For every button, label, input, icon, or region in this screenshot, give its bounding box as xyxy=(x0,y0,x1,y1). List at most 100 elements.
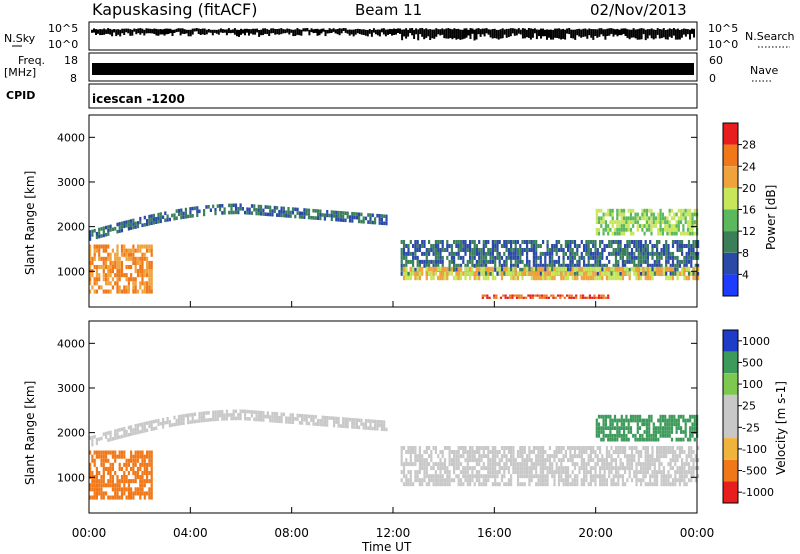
heatmap-cell xyxy=(623,422,626,427)
heatmap-cell xyxy=(120,269,124,274)
heatmap-cell xyxy=(487,462,490,467)
nsky-bar xyxy=(670,29,673,38)
heatmap-cell xyxy=(625,426,628,430)
heatmap-cell xyxy=(623,426,626,430)
heatmap-cell xyxy=(303,215,306,219)
heatmap-cell xyxy=(607,294,610,297)
heatmap-cell xyxy=(378,420,381,424)
heatmap-cell xyxy=(671,454,675,459)
heatmap-cell xyxy=(687,244,691,248)
heatmap-cell xyxy=(132,428,135,432)
heatmap-cell xyxy=(430,259,433,264)
heatmap-cell xyxy=(548,259,551,264)
nsky-bar xyxy=(606,28,609,36)
heatmap-cell xyxy=(653,482,656,487)
heatmap-cell xyxy=(650,212,653,217)
heatmap-cell xyxy=(694,466,697,471)
heatmap-cell xyxy=(374,423,377,427)
heatmap-cell xyxy=(416,474,419,479)
heatmap-cell xyxy=(402,446,406,450)
heatmap-cell xyxy=(630,255,634,260)
heatmap-cell xyxy=(595,231,598,236)
heatmap-cell xyxy=(150,487,153,492)
heatmap-cell xyxy=(692,266,695,272)
heatmap-cell xyxy=(609,414,612,419)
heatmap-cell xyxy=(457,248,460,252)
nsky-bar xyxy=(225,29,228,36)
heatmap-cell xyxy=(649,454,652,459)
heatmap-cell xyxy=(519,267,522,272)
heatmap-cell xyxy=(680,208,683,213)
heatmap-cell xyxy=(150,462,153,467)
heatmap-cell xyxy=(196,206,199,210)
heatmap-cell xyxy=(635,271,638,276)
heatmap-cell xyxy=(506,296,509,299)
heatmap-cell xyxy=(601,458,604,463)
nsky-bar xyxy=(475,28,478,40)
heatmap-cell xyxy=(667,462,670,467)
heatmap-cell xyxy=(626,259,629,264)
heatmap-cell xyxy=(475,248,478,252)
heatmap-cell xyxy=(369,213,372,217)
heatmap-cell xyxy=(510,482,513,487)
heatmap-cell xyxy=(585,446,588,450)
heatmap-cell xyxy=(223,207,226,211)
heatmap-cell xyxy=(130,252,133,257)
heatmap-cell xyxy=(337,214,340,218)
heatmap-cell xyxy=(656,470,659,475)
heatmap-cell xyxy=(125,487,128,492)
heatmap-cell xyxy=(694,263,697,268)
heatmap-cell xyxy=(617,466,620,471)
heatmap-cell xyxy=(609,212,612,217)
heatmap-cell xyxy=(114,432,117,437)
nsky-bar xyxy=(538,29,540,37)
heatmap-cell xyxy=(182,215,185,219)
heatmap-cell xyxy=(692,248,695,252)
colorbar-tick-label: 8 xyxy=(742,247,749,260)
heatmap-cell xyxy=(670,430,674,434)
heatmap-cell xyxy=(689,212,692,217)
heatmap-cell xyxy=(674,454,677,459)
heatmap-cell xyxy=(573,251,577,256)
heatmap-cell xyxy=(93,248,96,253)
heatmap-cell xyxy=(644,255,647,260)
heatmap-cell xyxy=(355,212,358,216)
heatmap-cell xyxy=(132,431,135,436)
heatmap-cell xyxy=(587,271,590,276)
heatmap-cell xyxy=(482,248,485,252)
heatmap-cell xyxy=(585,244,588,248)
colorbar-tick-label: 1000 xyxy=(742,335,770,348)
heatmap-cell xyxy=(446,466,449,471)
heatmap-cell xyxy=(505,462,508,467)
heatmap-cell xyxy=(98,234,101,239)
heatmap-cell xyxy=(314,422,317,426)
heatmap-cell xyxy=(646,266,649,272)
heatmap-cell xyxy=(367,426,370,430)
heatmap-cell xyxy=(405,462,408,467)
heatmap-cell xyxy=(280,416,283,420)
heatmap-cell xyxy=(633,454,636,459)
nsky-bar xyxy=(646,29,649,39)
heatmap-cell xyxy=(143,471,146,476)
heatmap-cell xyxy=(487,474,490,479)
heatmap-cell xyxy=(421,251,424,256)
heatmap-cell xyxy=(230,416,233,421)
heatmap-cell xyxy=(687,454,691,459)
nsky-bar xyxy=(242,29,244,34)
heatmap-cell xyxy=(221,410,224,414)
heatmap-cell xyxy=(487,275,490,281)
heatmap-cell xyxy=(510,263,513,268)
heatmap-cell xyxy=(592,458,595,463)
heatmap-cell xyxy=(457,462,460,467)
heatmap-cell xyxy=(173,216,176,221)
heatmap-cell xyxy=(446,255,449,260)
heatmap-cell xyxy=(588,296,591,299)
nsky-bar xyxy=(372,28,375,33)
heatmap-cell xyxy=(649,240,652,244)
heatmap-cell xyxy=(658,251,661,256)
heatmap-cell xyxy=(628,466,631,471)
heatmap-cell xyxy=(500,244,504,248)
heatmap-cell xyxy=(519,251,522,256)
heatmap-cell xyxy=(120,427,124,432)
heatmap-cell xyxy=(656,271,659,276)
